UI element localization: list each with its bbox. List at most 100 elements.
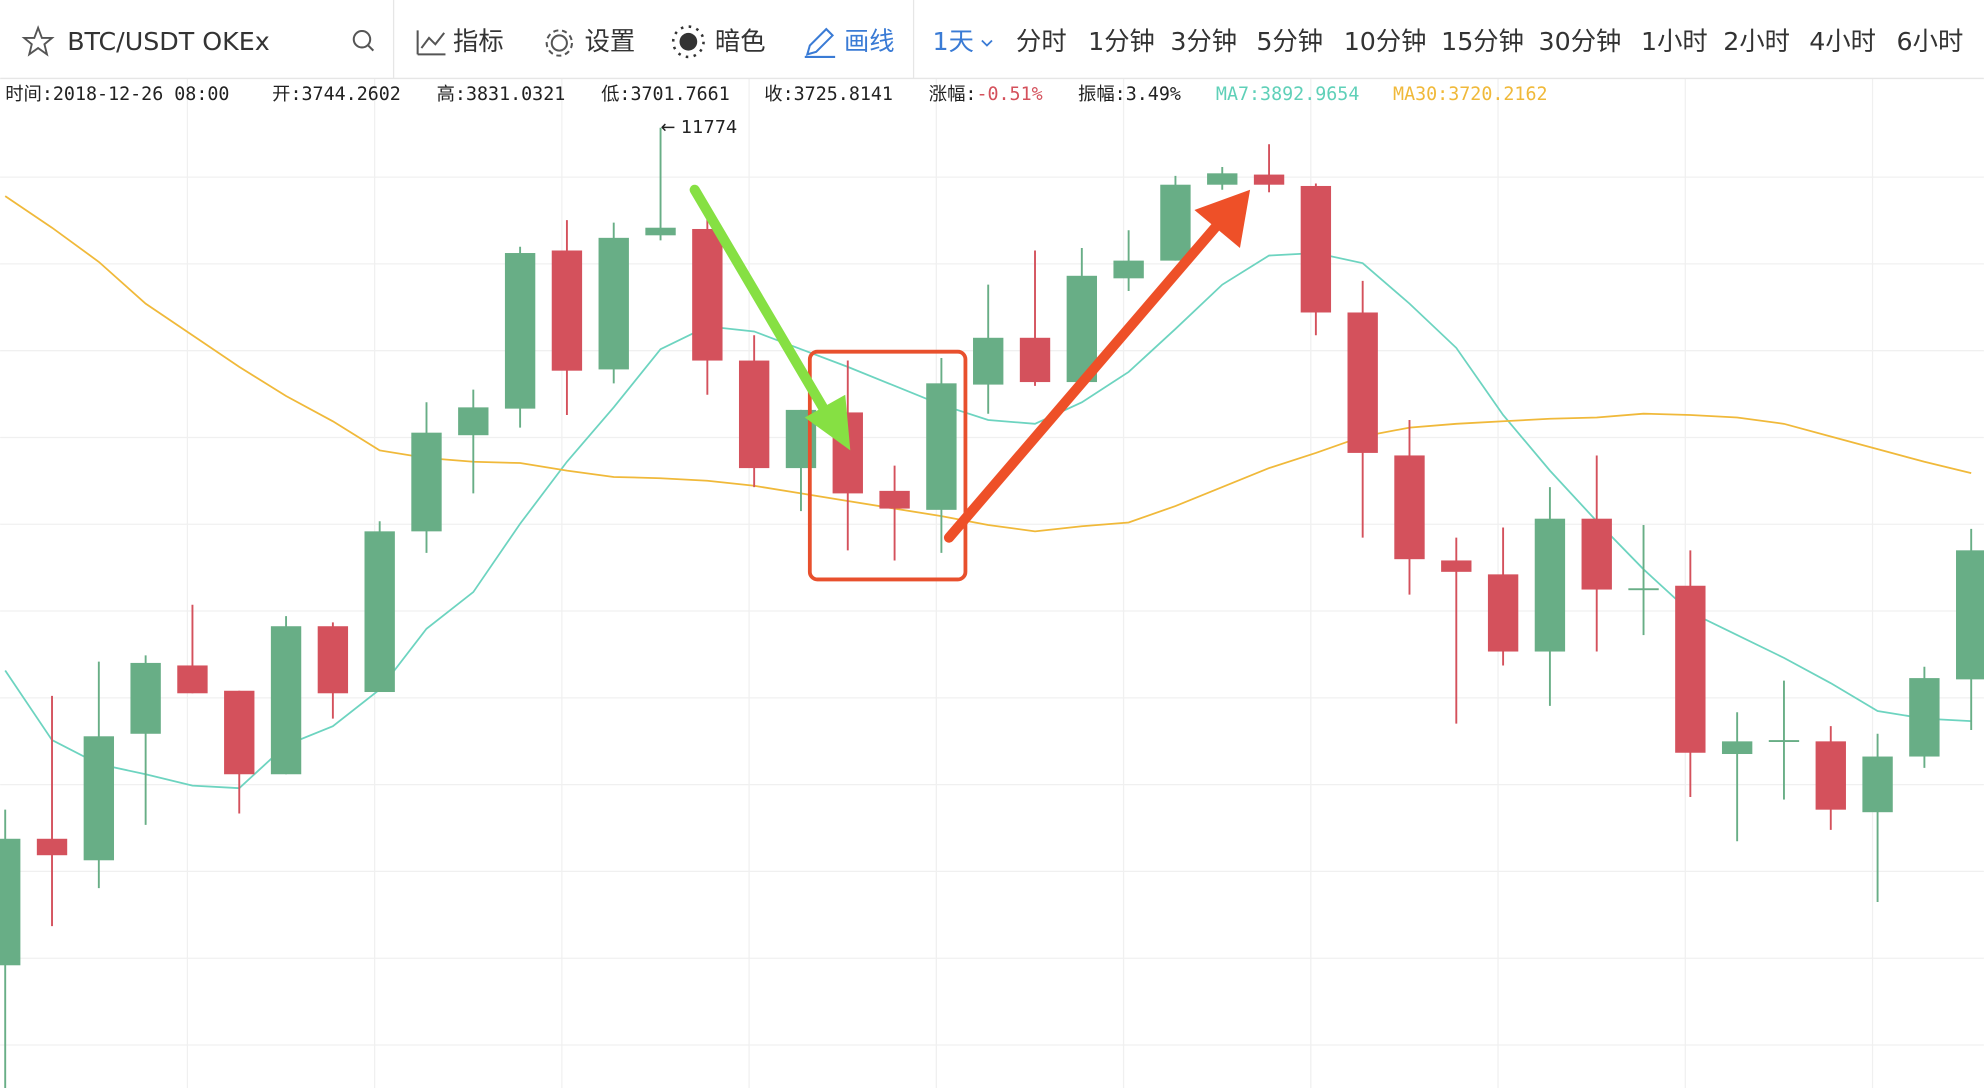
chevron[interactable] (981, 39, 993, 47)
candle-body (411, 432, 442, 532)
candle-body (0, 838, 21, 966)
candle-body (1113, 260, 1144, 279)
info-value: -0.51% (976, 84, 1042, 105)
candle-body (1581, 518, 1612, 590)
candle-body (973, 337, 1004, 385)
chart (0, 127, 1984, 1088)
candle-body (1768, 740, 1800, 742)
info-label: 开: (272, 84, 301, 105)
candle-body (1207, 173, 1238, 185)
candle-body (130, 662, 161, 734)
interval-button[interactable]: 2小时 (1723, 27, 1790, 56)
candle-body (83, 736, 115, 861)
info-item: 低:3701.7661 (601, 84, 730, 105)
period-select[interactable]: 1天 (933, 27, 974, 56)
candle-body (1815, 741, 1846, 810)
search-icon[interactable] (352, 29, 375, 52)
sun-icon (671, 25, 705, 59)
candle-body (1019, 337, 1051, 383)
tool-button[interactable]: 指标 (453, 27, 504, 56)
info-bar: 时间:2018-12-26 08:00 开:3744.2602 高:3831.032… (5, 84, 1547, 105)
info-label: 低: (601, 84, 630, 105)
interval-button[interactable]: 6小时 (1897, 27, 1964, 56)
info-value: 3.49% (1126, 84, 1181, 105)
pencil-icon (804, 27, 836, 58)
star-icon[interactable] (21, 25, 55, 57)
info-label: 时间: (5, 84, 53, 105)
candle-body (270, 626, 302, 775)
candle-body (551, 250, 583, 371)
indicator-icon (416, 30, 446, 56)
ma-line (4, 195, 1972, 533)
candle-body (1628, 588, 1659, 591)
candle-body (1300, 185, 1332, 313)
toolbar (0, 0, 1984, 79)
candle-body (1394, 455, 1425, 560)
candle-body (224, 690, 255, 775)
interval-button[interactable]: 30分钟 (1539, 27, 1622, 56)
info-item: MA7:3892.9654 (1216, 84, 1359, 105)
candle-body (458, 407, 489, 436)
high-annotation: ← 11774 (661, 118, 738, 138)
candle-body (177, 665, 208, 694)
info-item: 高:3831.0321 (437, 84, 566, 105)
info-item: 时间:2018-12-26 08:00 (5, 84, 229, 105)
candle-body (1487, 574, 1519, 652)
symbol[interactable]: BTC/USDT OKEx (67, 27, 270, 56)
interval-button[interactable]: 10分钟 (1344, 27, 1427, 56)
candle-body (1441, 560, 1472, 572)
info-item: 涨幅:-0.51% (929, 84, 1043, 105)
info-item: 开:3744.2602 (272, 84, 401, 105)
interval-button[interactable]: 分时 (1016, 27, 1067, 56)
down-arrow (689, 184, 851, 451)
interval-button[interactable]: 5分钟 (1256, 27, 1323, 56)
candle-body (1347, 312, 1378, 453)
info-value: 3725.8141 (794, 84, 893, 105)
tool-button[interactable]: 设置 (585, 27, 636, 56)
candle-body (738, 360, 770, 469)
candle-body (1534, 518, 1566, 652)
candle-body (1160, 184, 1191, 261)
candle-body (504, 253, 536, 409)
interval-button[interactable]: 15分钟 (1441, 27, 1524, 56)
candle-body (598, 237, 629, 370)
info-value: 3701.7661 (630, 84, 729, 105)
info-item: MA30:3720.2162 (1393, 84, 1548, 105)
up-arrow (943, 189, 1251, 543)
candle-body (926, 383, 957, 510)
highlight-box (807, 349, 968, 582)
info-label: 涨幅: (929, 84, 977, 105)
info-item: 振幅:3.49% (1078, 84, 1181, 105)
gear-icon (545, 29, 573, 57)
info-value: 2018-12-26 08:00 (53, 84, 230, 105)
info-value: 3831.0321 (466, 84, 565, 105)
candle-body (1675, 585, 1706, 753)
tool-button[interactable]: 暗色 (715, 27, 766, 56)
info-label: MA7: (1216, 84, 1260, 105)
interval-button[interactable]: 3分钟 (1170, 27, 1237, 56)
tool-button[interactable]: 画线 (844, 27, 895, 56)
candle-body (1721, 741, 1753, 755)
candle-body (36, 838, 68, 856)
candle-body (1956, 550, 1984, 680)
candle-body (879, 490, 910, 509)
interval-button[interactable]: 1小时 (1641, 27, 1708, 56)
info-label: MA30: (1393, 84, 1448, 105)
info-value: 3744.2602 (302, 84, 401, 105)
info-label: 收: (764, 84, 793, 105)
tools: 指标 设置 暗色 画线 1天 分时 1分钟 3分钟 5分钟 10分钟 15分钟 30分钟 1小时 2小时 4… (453, 27, 1963, 56)
info-label: 振幅: (1078, 84, 1126, 105)
interval-button[interactable]: 4小时 (1809, 27, 1876, 56)
candle-body (1862, 756, 1893, 813)
candle-body (1909, 678, 1940, 757)
info-value: 3720.2162 (1448, 84, 1547, 105)
info-value: 3892.9654 (1260, 84, 1359, 105)
candle-body (317, 626, 349, 694)
info-item: 收:3725.8141 (764, 84, 893, 105)
candle-body (692, 228, 723, 361)
candle-body (364, 531, 395, 693)
interval-button[interactable]: 1分钟 (1088, 27, 1155, 56)
candle-body (1253, 174, 1285, 185)
